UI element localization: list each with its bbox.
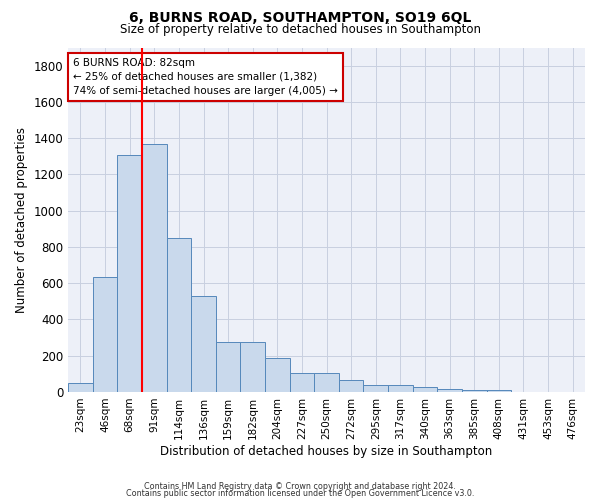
Bar [142,144,167,392]
Bar [167,238,191,392]
Y-axis label: Number of detached properties: Number of detached properties [15,126,28,312]
Bar [462,390,487,392]
Bar [241,342,265,392]
Bar [216,342,241,392]
Bar [487,390,511,392]
X-axis label: Distribution of detached houses by size in Southampton: Distribution of detached houses by size … [160,444,493,458]
Bar [93,277,118,392]
Bar [191,296,216,392]
Bar [413,387,437,392]
Bar [388,385,413,392]
Bar [68,383,93,392]
Text: 6, BURNS ROAD, SOUTHAMPTON, SO19 6QL: 6, BURNS ROAD, SOUTHAMPTON, SO19 6QL [129,11,471,25]
Bar [314,373,339,392]
Bar [118,156,142,392]
Text: 6 BURNS ROAD: 82sqm
← 25% of detached houses are smaller (1,382)
74% of semi-det: 6 BURNS ROAD: 82sqm ← 25% of detached ho… [73,58,338,96]
Bar [437,388,462,392]
Bar [364,385,388,392]
Bar [265,358,290,392]
Text: Contains public sector information licensed under the Open Government Licence v3: Contains public sector information licen… [126,489,474,498]
Text: Size of property relative to detached houses in Southampton: Size of property relative to detached ho… [119,22,481,36]
Bar [339,380,364,392]
Text: Contains HM Land Registry data © Crown copyright and database right 2024.: Contains HM Land Registry data © Crown c… [144,482,456,491]
Bar [290,373,314,392]
